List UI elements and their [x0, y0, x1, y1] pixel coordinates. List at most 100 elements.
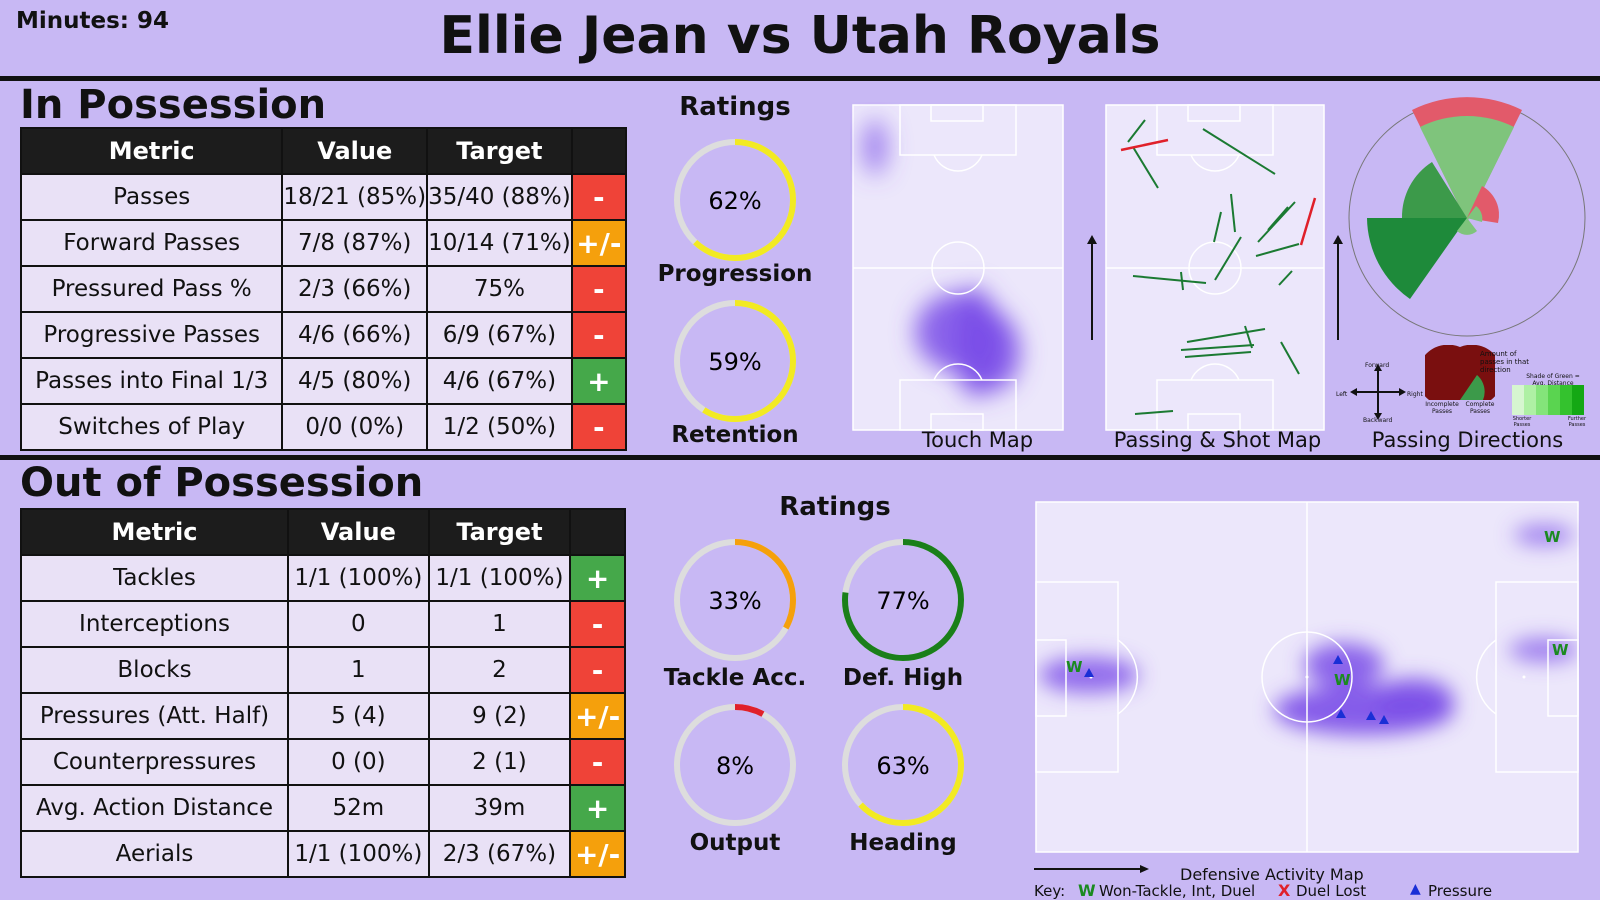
incomplete-passes	[1120, 138, 1317, 246]
indicator-badge: -	[570, 265, 628, 313]
indicator-badge: +	[570, 357, 628, 405]
legend-right: Right	[1407, 391, 1423, 398]
value-cell: 5 (4)	[287, 692, 430, 740]
value-cell: 18/21 (85%)	[281, 173, 429, 221]
table-row: Aerials 1/1 (100%) 2/3 (67%) +/-	[19, 830, 626, 878]
section-divider	[0, 455, 1600, 460]
won-marker: W	[1552, 641, 1569, 659]
table-row: Passes 18/21 (85%) 35/40 (88%) -	[19, 173, 628, 221]
target-cell: 1/2 (50%)	[426, 403, 573, 451]
legend-amount: Amount of passes in that direction	[1480, 350, 1530, 374]
target-cell: 1/1 (100%)	[427, 554, 572, 602]
pressure-markers	[1084, 655, 1389, 724]
legend-shorter: Shorter Passes	[1512, 416, 1532, 428]
minutes-played: Minutes: 94	[16, 8, 170, 34]
heading-value: 63%	[876, 752, 929, 780]
metric-cell: Aerials	[19, 830, 290, 878]
value-cell: 4/6 (66%)	[281, 311, 429, 359]
value-cell: 52m	[287, 784, 430, 832]
indicator-badge: +/-	[570, 219, 628, 267]
column-header-value: Value	[281, 127, 429, 175]
table-row: Switches of Play 0/0 (0%) 1/2 (50%) -	[19, 403, 628, 451]
progression-value: 62%	[708, 187, 761, 215]
table-row: Progressive Passes 4/6 (66%) 6/9 (67%) -	[19, 311, 628, 359]
value-cell: 1/1 (100%)	[287, 554, 430, 602]
indicator-badge: +/-	[569, 830, 626, 878]
indicator-badge: +/-	[569, 692, 626, 740]
value-cell: 2/3 (66%)	[281, 265, 429, 313]
value-cell: 1/1 (100%)	[287, 830, 430, 878]
table-row: Pressures (Att. Half) 5 (4) 9 (2) +/-	[19, 692, 626, 740]
column-header-target: Target	[427, 508, 572, 556]
defensive-activity-map: W W W W	[1035, 501, 1579, 853]
out-of-possession-title: Out of Possession	[20, 460, 424, 506]
passing-shot-map	[1105, 104, 1325, 431]
target-cell: 2 (1)	[427, 738, 572, 786]
defensive-map-title: Defensive Activity Map	[1180, 865, 1364, 884]
indicator-badge: -	[569, 600, 626, 648]
pressure-key-icon: ▲	[1410, 881, 1421, 897]
progression-gauge: 62%	[674, 139, 796, 261]
column-header-indicator	[570, 127, 628, 175]
won-marker: W	[1066, 658, 1083, 676]
table-row: Interceptions 0 1-	[19, 600, 626, 648]
in-possession-title: In Possession	[20, 82, 327, 128]
page-title: Ellie Jean vs Utah Royals	[439, 6, 1161, 66]
out-of-possession-ratings-title: Ratings	[779, 492, 891, 522]
metric-cell: Interceptions	[19, 600, 290, 648]
column-header-value: Value	[287, 508, 430, 556]
column-header-target: Target	[426, 127, 573, 175]
metric-cell: Tackles	[19, 554, 290, 602]
target-cell: 75%	[426, 265, 573, 313]
target-cell: 6/9 (67%)	[426, 311, 573, 359]
in-possession-table: Metric Value Target Passes 18/21 (85%) 35/…	[19, 127, 628, 451]
metric-cell: Progressive Passes	[19, 311, 284, 359]
legend-backward: Backward	[1363, 417, 1393, 424]
tackle-accuracy-label: Tackle Acc.	[663, 665, 807, 691]
table-row: Pressured Pass % 2/3 (66%) 75% -	[19, 265, 628, 313]
out-of-possession-table: Metric Value Target Tackles 1/1 (100%) 1/1…	[19, 508, 626, 878]
table-row: Tackles 1/1 (100%) 1/1 (100%) +	[19, 554, 626, 602]
column-header-metric: Metric	[19, 127, 284, 175]
metric-cell: Switches of Play	[19, 403, 284, 451]
won-marker: W	[1544, 528, 1561, 546]
heading-label: Heading	[849, 830, 957, 856]
value-cell: 0 (0)	[287, 738, 430, 786]
indicator-badge: -	[569, 646, 626, 694]
legend-further: Further Passes	[1567, 416, 1587, 428]
legend-shade-bar	[1512, 385, 1584, 415]
metric-cell: Forward Passes	[19, 219, 284, 267]
indicator-badge: +	[569, 554, 626, 602]
metric-cell: Avg. Action Distance	[19, 784, 290, 832]
value-cell: 0	[287, 600, 430, 648]
metric-cell: Counterpressures	[19, 738, 290, 786]
progression-label: Progression	[657, 261, 813, 287]
key-won: Won-Tackle, Int, Duel	[1099, 882, 1256, 900]
indicator-badge: -	[570, 403, 628, 451]
metric-cell: Pressured Pass %	[19, 265, 284, 313]
metric-cell: Passes into Final 1/3	[19, 357, 284, 405]
legend-wedge-icon	[1425, 345, 1495, 400]
column-header-indicator	[569, 508, 626, 556]
touch-heat	[863, 119, 1020, 397]
retention-gauge: 59%	[674, 300, 796, 422]
table-row: Counterpressures 0 (0) 2 (1) -	[19, 738, 626, 786]
retention-value: 59%	[708, 348, 761, 376]
passing-directions-radar	[1348, 97, 1586, 337]
complete-passes	[1127, 119, 1300, 415]
value-cell: 1	[287, 646, 430, 694]
def-high-gauge: 77%	[842, 539, 964, 661]
table-row: Passes into Final 1/3 4/5 (80%) 4/6 (67%) +	[19, 357, 628, 405]
header-divider	[0, 76, 1600, 81]
won-marker: W	[1334, 671, 1351, 689]
legend-incomplete: Incomplete Passes	[1425, 401, 1459, 415]
in-possession-ratings-title: Ratings	[679, 92, 791, 122]
indicator-badge: -	[570, 173, 628, 221]
legend-forward: Forward	[1365, 362, 1390, 369]
tackle-accuracy-value: 33%	[708, 587, 761, 615]
legend-shade: Shade of Green = Avg. Distance	[1526, 373, 1580, 387]
attack-direction-arrow-icon	[1034, 865, 1149, 873]
target-cell: 4/6 (67%)	[426, 357, 573, 405]
passing-shot-map-label: Passing & Shot Map	[1113, 428, 1322, 452]
touch-map-label: Touch Map	[921, 428, 1034, 452]
